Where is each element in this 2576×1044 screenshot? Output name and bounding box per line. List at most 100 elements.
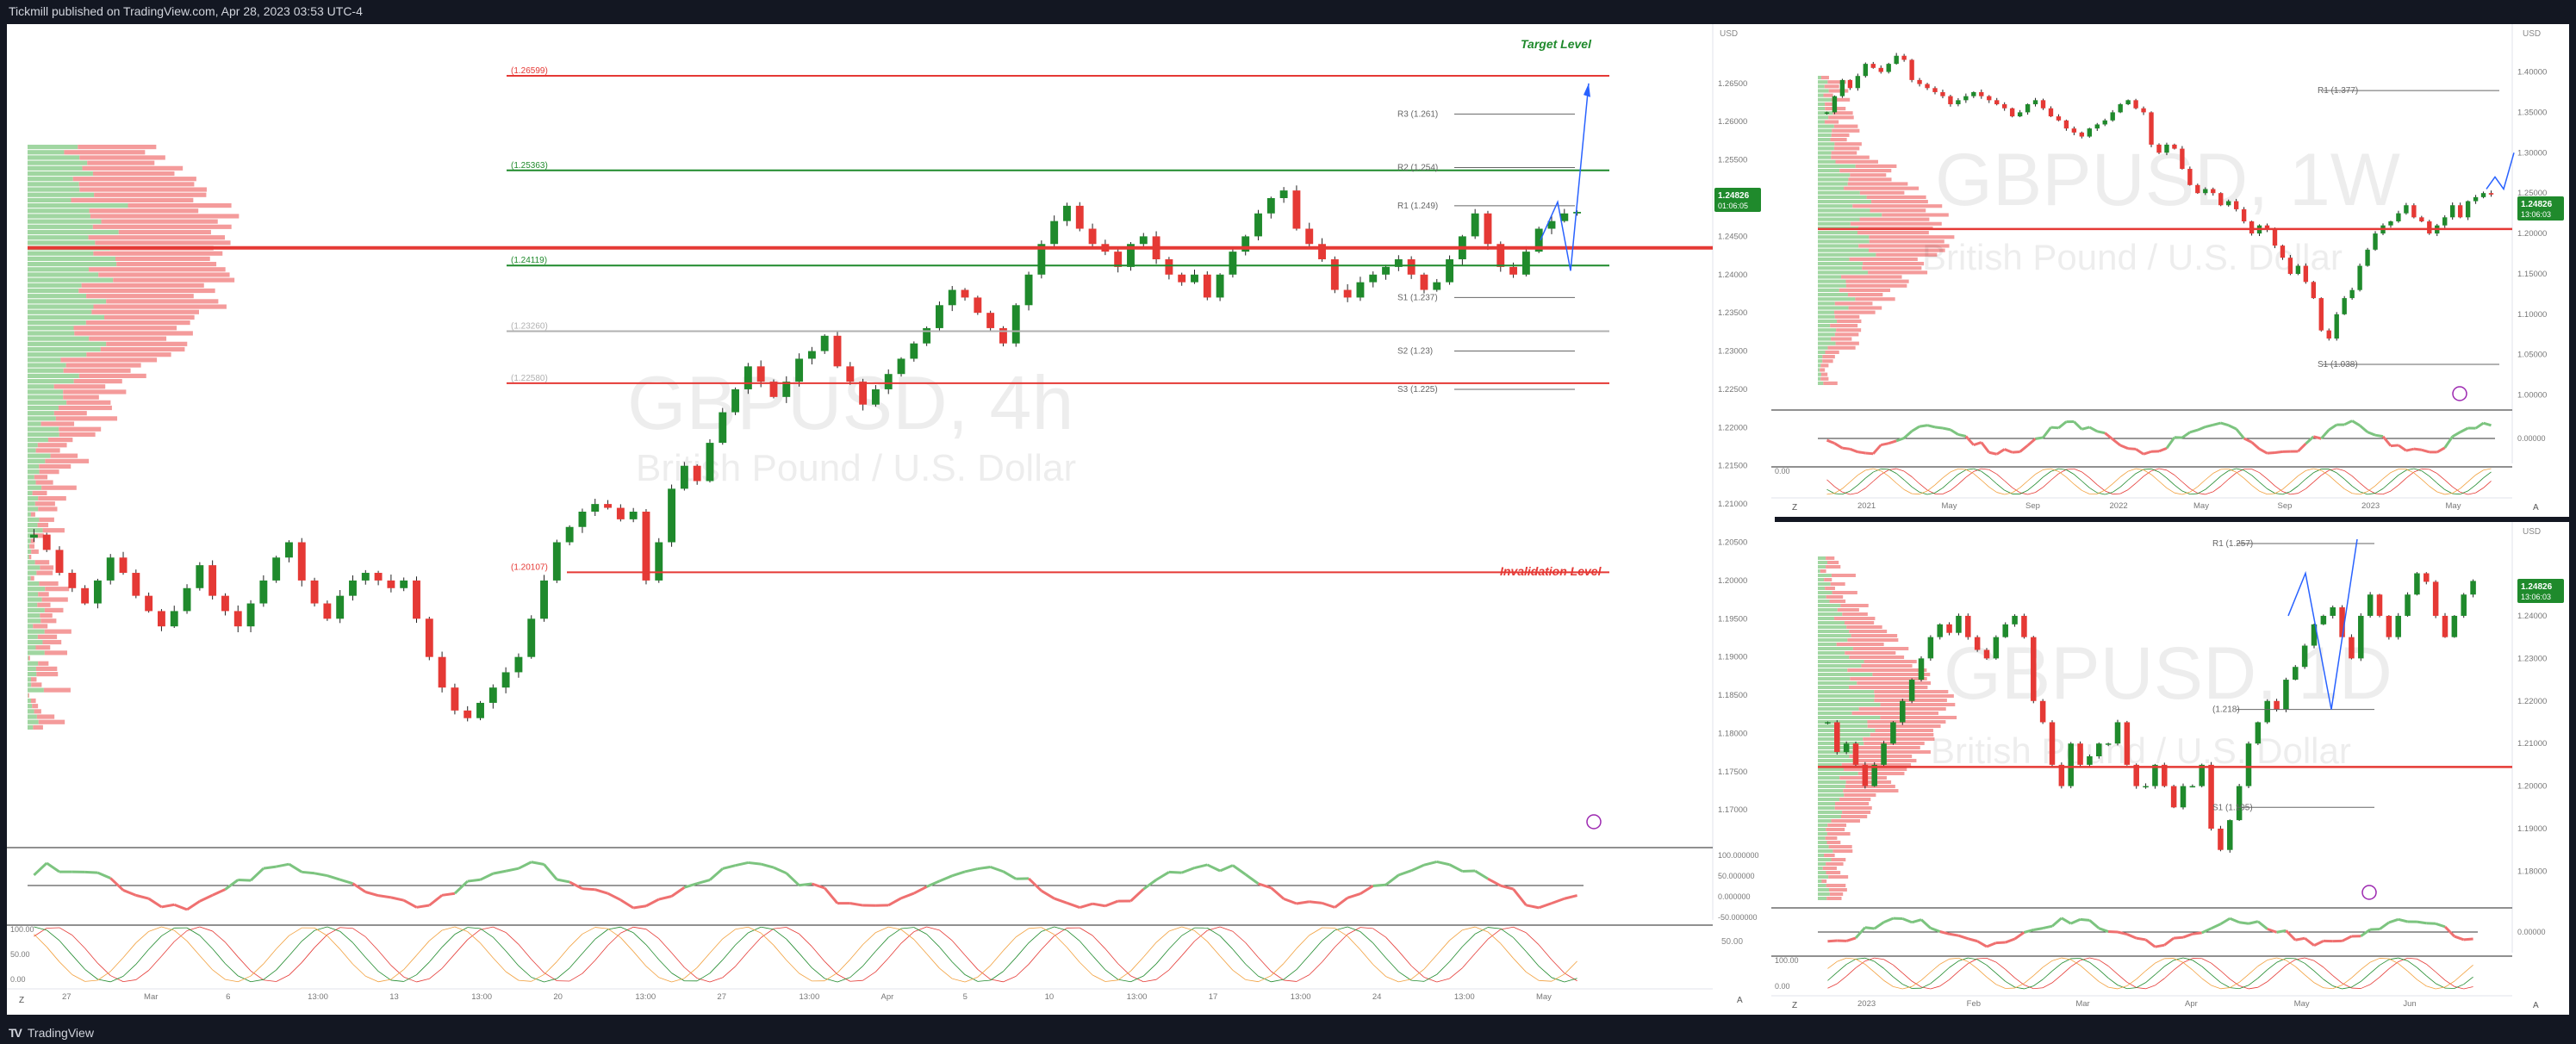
auto-scale-icon[interactable]: A — [1737, 996, 1743, 1005]
main-chart[interactable]: 1.265001.260001.255001.250001.245001.240… — [7, 24, 1775, 1015]
stochastic-segment — [2361, 961, 2371, 970]
stochastic-segment — [2332, 985, 2343, 990]
daily-chart[interactable]: 1.240001.230001.220001.210001.200001.190… — [1771, 522, 2569, 1015]
time-tick-label: 13:00 — [471, 992, 492, 1002]
oscillator-segment — [2096, 430, 2106, 435]
stochastic-segment — [2112, 476, 2121, 485]
candle-body — [2002, 104, 2007, 109]
stochastic-segment — [1079, 961, 1093, 976]
stochastic-segment — [1423, 954, 1438, 970]
tradingview-logo[interactable]: TV TradingView — [9, 1026, 94, 1040]
volume-profile-bar-buy — [1818, 376, 1821, 381]
stochastic-segment — [1283, 948, 1297, 964]
candle-body — [413, 580, 420, 619]
stochastic-segment — [964, 954, 979, 970]
candle-body — [2031, 637, 2037, 701]
zoom-icon[interactable]: Z — [19, 996, 24, 1005]
candle-body — [1890, 722, 1896, 744]
price-tag-value: 1.24826 — [1718, 191, 1750, 201]
stochastic-segment — [1500, 926, 1514, 930]
volume-profile-bar-buy — [1818, 84, 1825, 89]
stochastic-segment — [480, 928, 494, 938]
time-tick-label: Apr — [881, 992, 894, 1002]
candle-body — [1918, 658, 1925, 680]
oscillator-segment — [1926, 424, 1936, 429]
stochastic-segment — [1309, 940, 1322, 956]
volume-profile-bar-sell — [1841, 275, 1902, 279]
oscillator-segment — [1283, 898, 1297, 905]
stochastic-segment — [428, 947, 443, 963]
stochastic-segment — [429, 929, 443, 941]
oscillator-segment — [1436, 860, 1450, 867]
stochastic-segment — [2351, 475, 2361, 483]
volume-profile-bar-sell — [1822, 359, 1833, 364]
volume-profile-bar-sell — [1820, 569, 1826, 573]
volume-profile-bar-sell — [36, 570, 53, 575]
candle-body — [655, 542, 663, 581]
candle-body — [680, 465, 688, 489]
volume-profile-bar-buy — [1818, 729, 1876, 732]
stochastic-segment — [2444, 979, 2455, 987]
daily-auto-scale-icon[interactable]: A — [2533, 1001, 2539, 1010]
candle-body — [2170, 786, 2177, 808]
oscillator-segment — [505, 867, 520, 873]
oscillator-segment — [1104, 899, 1119, 908]
volume-profile-bar-buy — [1818, 789, 1844, 792]
volume-profile-bar-buy — [1818, 720, 1868, 724]
stochastic-segment — [632, 951, 647, 966]
volume-profile-bar-sell — [1862, 266, 1922, 270]
alert-icon[interactable] — [1586, 814, 1602, 830]
stochastic-segment — [2051, 974, 2063, 984]
candle-body — [425, 618, 433, 657]
time-tick-label: 13 — [389, 992, 399, 1002]
candle-body — [2102, 120, 2107, 125]
oscillator-segment — [2192, 931, 2202, 935]
candle-body — [1974, 637, 1981, 650]
weekly-alert-icon[interactable] — [2452, 386, 2467, 401]
volume-profile-bar-buy — [1818, 836, 1826, 840]
candle-body — [1946, 624, 1952, 633]
candle-body — [1948, 96, 1953, 105]
stochastic-segment — [2328, 475, 2337, 483]
weekly-auto-scale-icon[interactable]: A — [2533, 503, 2539, 513]
stochastic-segment — [2027, 474, 2036, 482]
stochastic-segment — [1865, 471, 1874, 479]
volume-profile-bar-buy — [1818, 647, 1853, 650]
candle-body — [1886, 64, 1891, 72]
volume-profile-bar-sell — [44, 629, 72, 634]
candle-body — [1318, 244, 1326, 260]
stochastic-segment — [2421, 470, 2430, 477]
stochastic-segment — [2374, 488, 2384, 494]
volume-profile-bar-sell — [33, 724, 43, 730]
oscillator-segment — [1002, 870, 1017, 880]
stochastic-segment — [645, 929, 660, 940]
oscillator-segment — [479, 872, 494, 881]
daily-alert-icon[interactable] — [2361, 885, 2377, 900]
oscillator-segment — [531, 861, 544, 866]
stochastic-segment — [2467, 475, 2476, 482]
stochastic-segment — [2136, 987, 2146, 990]
daily-zoom-icon[interactable]: Z — [1792, 1001, 1797, 1010]
stochastic-segment — [365, 975, 379, 983]
candle-body — [81, 587, 90, 604]
stochastic-segment — [34, 934, 47, 948]
volume-profile-bar-sell — [1839, 169, 1892, 173]
stochastic-segment — [2004, 480, 2013, 488]
stochastic-segment — [1973, 468, 1982, 472]
stochastic-segment — [1003, 957, 1017, 973]
daily-chart-panel[interactable]: 1.24000 1.23000 1.22000 1.21000 1.20000 1.190… — [1771, 522, 2569, 1015]
stochastic-segment — [964, 974, 979, 982]
volume-profile-bar-buy — [1818, 102, 1826, 106]
stochastic-segment — [1041, 927, 1055, 935]
weekly-chart-panel[interactable]: 1.40000 1.35000 1.30000 1.25000 1.20000 1.150… — [1771, 24, 2569, 517]
stochastic-segment — [2323, 979, 2333, 986]
weekly-zoom-icon[interactable]: Z — [1792, 503, 1797, 513]
stochastic-segment — [1845, 967, 1857, 977]
candle-body — [1330, 259, 1339, 290]
main-chart-panel[interactable]: 1.265001.260001.255001.250001.245001.240… — [7, 24, 1775, 1015]
stochastic-segment — [2454, 984, 2464, 989]
stochastic-segment — [480, 942, 494, 959]
weekly-chart[interactable]: 1.400001.350001.300001.250001.200001.150… — [1771, 24, 2569, 517]
candle-body — [2280, 245, 2286, 258]
watermark-name: British Pound / U.S. Dollar — [636, 447, 1076, 489]
